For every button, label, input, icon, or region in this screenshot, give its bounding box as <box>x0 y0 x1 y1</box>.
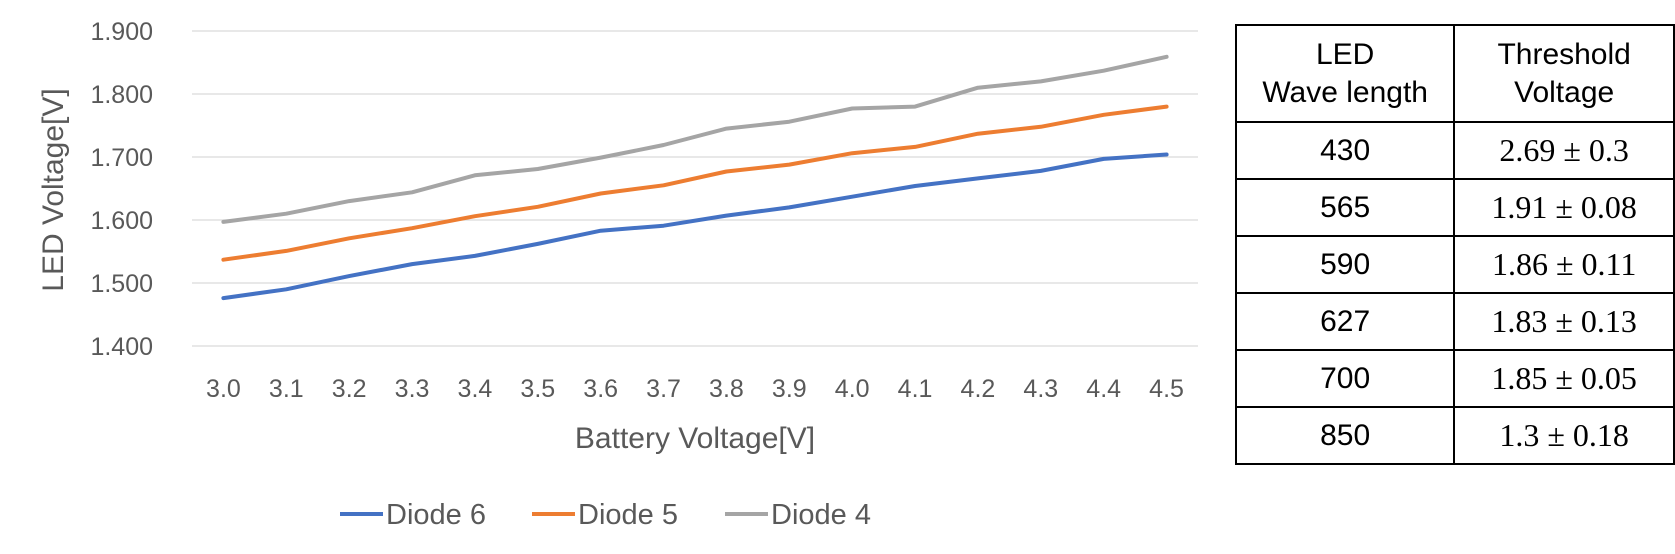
legend-item: Diode 4 <box>725 499 871 531</box>
legend-label: Diode 4 <box>771 499 871 531</box>
series-lines <box>221 54 1169 301</box>
table-header-row: LED Wave length Threshold Voltage <box>1234 24 1675 123</box>
legend: Diode 6 Diode 5 Diode 4 <box>340 499 871 531</box>
x-tick-label: 3.9 <box>772 375 807 403</box>
legend-label: Diode 6 <box>386 499 486 531</box>
series-line-diode-6 <box>221 152 1169 301</box>
table-row: 627 1.83 ± 0.13 <box>1234 292 1675 351</box>
table-row: 590 1.86 ± 0.11 <box>1234 235 1675 294</box>
y-tick-label: 1.600 <box>90 207 153 235</box>
legend-item: Diode 6 <box>340 499 486 531</box>
threshold-voltage-table: LED Wave length Threshold Voltage 430 2.… <box>1234 24 1675 465</box>
x-axis-ticks: 3.0 3.1 3.2 3.3 3.4 3.5 3.6 3.7 3.8 3.9 4.0 4.1 4.2 4… <box>206 375 1184 403</box>
x-tick-label: 3.1 <box>269 375 304 403</box>
table-row: 700 1.85 ± 0.05 <box>1234 349 1675 408</box>
x-tick-label: 3.8 <box>709 375 744 403</box>
gridlines <box>192 30 1198 347</box>
x-tick-label: 3.4 <box>458 375 493 403</box>
x-tick-label: 4.0 <box>835 375 870 403</box>
legend-label: Diode 5 <box>578 499 678 531</box>
header-wavelength-line2: Wave length <box>1262 75 1428 109</box>
x-tick-label: 4.4 <box>1086 375 1121 403</box>
y-tick-label: 1.400 <box>90 333 153 361</box>
x-tick-label: 3.0 <box>206 375 241 403</box>
x-tick-label: 3.6 <box>583 375 618 403</box>
y-tick-label: 1.500 <box>90 270 153 298</box>
y-tick-label: 1.800 <box>90 81 153 109</box>
header-wavelength-line1: LED <box>1315 37 1375 71</box>
x-tick-label: 3.7 <box>646 375 681 403</box>
series-line-diode-4 <box>221 54 1169 224</box>
x-tick-label: 4.3 <box>1023 375 1058 403</box>
x-tick-label: 4.2 <box>961 375 996 403</box>
threshold-cell: 1.85 ± 0.05 <box>1453 349 1675 408</box>
x-axis-title: Battery Voltage[V] <box>575 422 815 455</box>
x-tick-label: 3.3 <box>395 375 430 403</box>
series-line-diode-5 <box>221 104 1169 262</box>
threshold-cell: 1.3 ± 0.18 <box>1453 406 1675 465</box>
header-wavelength: LED Wave length <box>1234 24 1456 123</box>
table-row: 430 2.69 ± 0.3 <box>1234 121 1675 180</box>
y-tick-label: 1.700 <box>90 144 153 172</box>
wavelength-cell: 850 <box>1234 406 1456 465</box>
header-threshold-line1: Threshold <box>1497 37 1631 71</box>
x-tick-label: 4.5 <box>1149 375 1184 403</box>
x-tick-label: 3.5 <box>520 375 555 403</box>
x-tick-label: 3.2 <box>332 375 367 403</box>
legend-item: Diode 5 <box>532 499 678 531</box>
wavelength-cell: 627 <box>1234 292 1456 351</box>
threshold-cell: 1.91 ± 0.08 <box>1453 178 1675 237</box>
y-axis-ticks: 1.400 1.500 1.600 1.700 1.800 1.900 <box>90 18 153 361</box>
line-chart: 1.400 1.500 1.600 1.700 1.800 1.900 3.0 3.1 3.2… <box>37 18 1198 531</box>
y-tick-label: 1.900 <box>90 18 153 46</box>
table-row: 850 1.3 ± 0.18 <box>1234 406 1675 465</box>
threshold-cell: 1.86 ± 0.11 <box>1453 235 1675 294</box>
wavelength-cell: 700 <box>1234 349 1456 408</box>
data-table: LED Wave length Threshold Voltage 430 2.… <box>1234 24 1675 465</box>
threshold-cell: 1.83 ± 0.13 <box>1453 292 1675 351</box>
threshold-cell: 2.69 ± 0.3 <box>1453 121 1675 180</box>
header-threshold-line2: Voltage <box>1514 75 1615 109</box>
header-threshold: Threshold Voltage <box>1453 24 1675 123</box>
wavelength-cell: 590 <box>1234 235 1456 294</box>
wavelength-cell: 565 <box>1234 178 1456 237</box>
wavelength-cell: 430 <box>1234 121 1456 180</box>
x-tick-label: 4.1 <box>898 375 933 403</box>
y-axis-title: LED Voltage[V] <box>37 88 70 291</box>
table-row: 565 1.91 ± 0.08 <box>1234 178 1675 237</box>
